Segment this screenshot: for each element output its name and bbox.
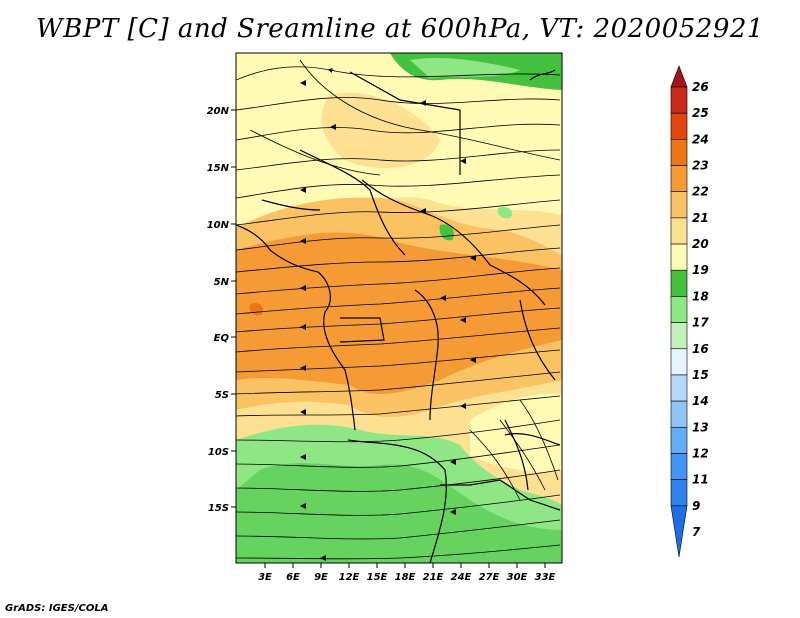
colorbar-label: 19 — [692, 263, 709, 277]
lat-label: 15S — [208, 503, 229, 514]
streamlines — [236, 59, 561, 560]
lon-label: 18E — [395, 572, 416, 583]
colorbar-swatch — [670, 243, 688, 271]
colorbar-label: 17 — [692, 316, 709, 330]
colorbar-arrow-bottom — [670, 505, 688, 558]
colorbar-arrow-top — [670, 65, 688, 88]
lat-label: 5N — [214, 277, 230, 288]
lon-label: 3E — [258, 572, 272, 583]
colorbar-label: 21 — [692, 211, 709, 225]
grads-credit: GrADS: IGES/COLA — [5, 603, 109, 614]
lat-label: 20N — [207, 106, 230, 117]
colorbar-swatch — [670, 322, 688, 350]
colorbar: 26 25 24 23 22 21 20 19 18 17 16 15 14 13 12 11 9 7 — [670, 65, 709, 558]
lon-label: 24E — [451, 572, 472, 583]
colorbar-swatch — [670, 453, 688, 480]
lat-label: 10S — [208, 447, 229, 458]
colorbar-swatch — [670, 374, 688, 402]
lon-label: 30E — [507, 572, 528, 583]
lon-axis: 3E 6E 9E 12E 15E 18E 21E 24E 27E 30E 33E — [258, 563, 556, 583]
colorbar-label: 15 — [692, 368, 709, 382]
colorbar-label: 14 — [692, 394, 709, 408]
lat-label: 5S — [215, 390, 229, 401]
colorbar-swatch — [670, 112, 688, 140]
lon-label: 12E — [339, 572, 360, 583]
colorbar-label: 25 — [692, 106, 709, 120]
lat-label: 10N — [207, 220, 230, 231]
lat-axis: 20N 15N 10N 5N EQ 5S 10S 15S — [207, 106, 236, 514]
colorbar-label: 26 — [692, 80, 709, 94]
map-frame — [235, 52, 563, 564]
colorbar-swatch — [670, 348, 688, 376]
colorbar-swatch — [670, 165, 688, 193]
colorbar-swatch — [670, 296, 688, 323]
colorbar-label: 12 — [692, 446, 709, 460]
colorbar-label: 11 — [692, 473, 709, 487]
colorbar-label: 13 — [692, 420, 709, 434]
lat-label: 15N — [207, 163, 230, 174]
colorbar-label: 23 — [692, 159, 709, 173]
lon-label: 27E — [479, 572, 500, 583]
colorbar-label: 20 — [692, 237, 709, 251]
lon-label: 9E — [314, 572, 328, 583]
chart-title: WBPT [C] and Sreamline at 600hPa, VT: 20… — [36, 14, 764, 44]
colorbar-swatch — [670, 400, 688, 428]
colorbar-label: 7 — [692, 525, 701, 539]
lon-label: 33E — [535, 572, 556, 583]
colorbar-swatch — [670, 86, 688, 114]
lon-label: 6E — [286, 572, 300, 583]
lon-label: 21E — [423, 572, 444, 583]
colorbar-swatch — [670, 139, 688, 166]
colorbar-label: 9 — [692, 499, 700, 513]
lat-label: EQ — [214, 333, 230, 344]
colorbar-swatch — [670, 426, 688, 454]
map-field — [236, 53, 562, 563]
lon-label: 15E — [367, 572, 388, 583]
colorbar-label: 22 — [692, 185, 709, 199]
colorbar-label: 18 — [692, 289, 709, 303]
colorbar-swatch — [670, 479, 688, 507]
colorbar-label: 24 — [692, 132, 709, 146]
colorbar-swatch — [670, 191, 688, 219]
colorbar-label: 16 — [692, 342, 709, 356]
colorbar-swatch — [670, 217, 688, 245]
country-borders — [236, 69, 561, 563]
colorbar-swatch — [670, 269, 688, 297]
